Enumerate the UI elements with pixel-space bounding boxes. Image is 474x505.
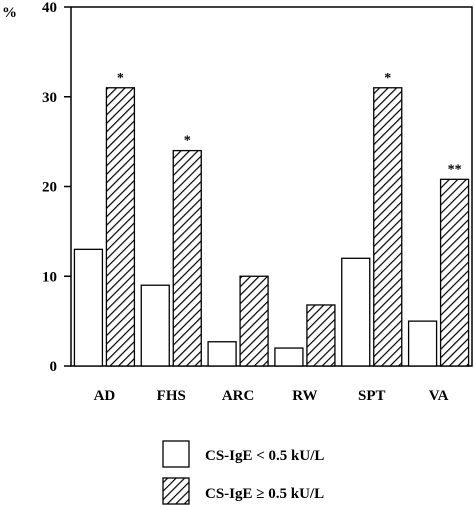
significance-VA: ** — [448, 162, 462, 177]
x-label-RW: RW — [292, 388, 317, 404]
legend-swatch-hatched — [162, 477, 190, 505]
bar-plain-AD — [73, 248, 104, 367]
legend-label-hatched: CS-IgE ≥ 0.5 kU/L — [205, 486, 324, 502]
y-tick-label-10: 10 — [42, 269, 57, 285]
y-axis-label: % — [2, 5, 17, 21]
y-tick-label-0: 0 — [50, 359, 58, 375]
y-tick-label-40: 40 — [42, 0, 57, 16]
bar-hatched-AD — [105, 87, 136, 367]
significance-AD: * — [117, 71, 124, 86]
x-label-FHS: FHS — [157, 388, 186, 404]
x-axis-labels: AD FHS ARC RW SPT VA — [94, 388, 449, 404]
bar-hatched-VA — [439, 178, 470, 367]
significance-FHS: * — [184, 134, 191, 149]
bar-hatched-RW — [306, 304, 336, 367]
bar-plain-RW — [274, 347, 304, 367]
legend: CS-IgE < 0.5 kU/L CS-IgE ≥ 0.5 kU/L — [162, 440, 324, 505]
axes: 0 10 20 30 40 — [42, 0, 473, 375]
y-tick-label-20: 20 — [42, 180, 57, 196]
x-label-SPT: SPT — [358, 388, 386, 404]
bar-plain-ARC — [207, 341, 237, 367]
x-label-AD: AD — [94, 388, 116, 404]
legend-swatch-plain — [162, 440, 190, 468]
annotations: ***** — [117, 71, 462, 178]
bar-plain-SPT — [341, 257, 371, 367]
legend-label-plain: CS-IgE < 0.5 kU/L — [205, 448, 324, 464]
bar-hatched-ARC — [239, 275, 269, 367]
significance-SPT: * — [384, 71, 391, 86]
bar-hatched-SPT — [373, 87, 403, 367]
bars — [73, 87, 470, 367]
bar-plain-FHS — [140, 284, 170, 367]
y-tick-label-30: 30 — [42, 90, 57, 106]
bar-hatched-FHS — [172, 149, 202, 367]
x-label-ARC: ARC — [222, 388, 255, 404]
bar-plain-VA — [407, 320, 438, 367]
x-label-VA: VA — [429, 388, 449, 404]
